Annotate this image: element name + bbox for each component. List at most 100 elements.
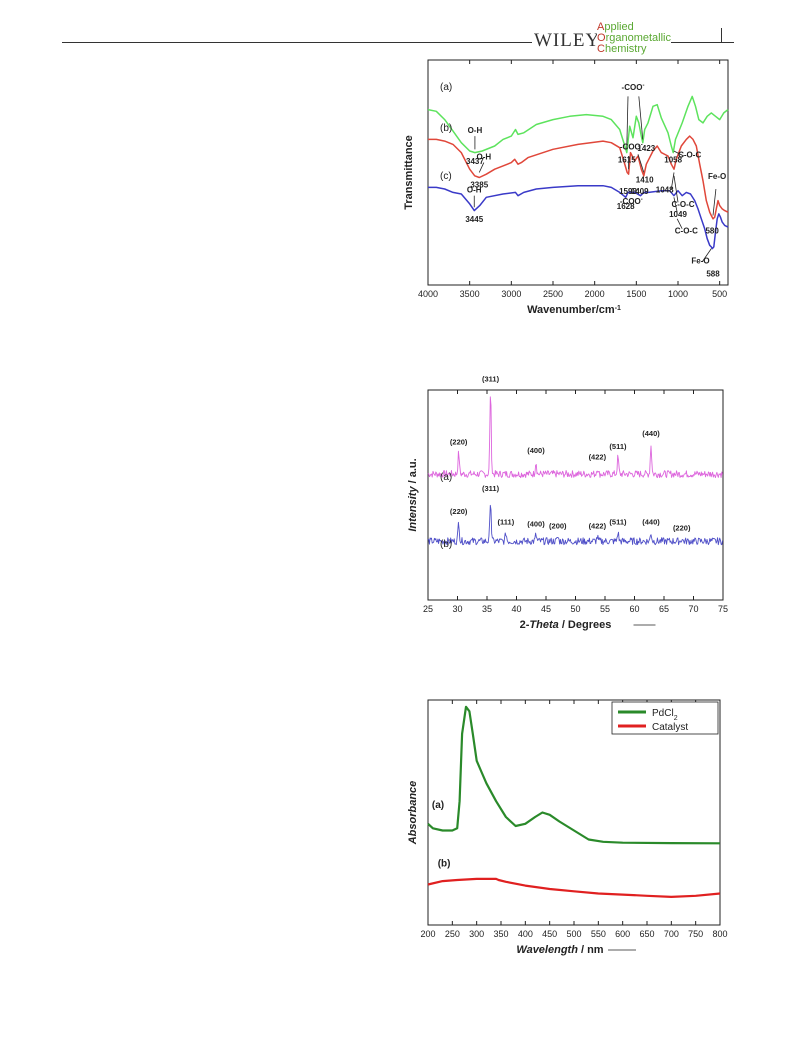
uvvis-xtick-label: 400 xyxy=(518,929,533,939)
xrd-peak-label: (511) xyxy=(609,517,627,526)
xrd-xtick-label: 70 xyxy=(688,604,698,614)
uvvis-xtick-label: 600 xyxy=(615,929,630,939)
header-tick xyxy=(721,28,722,42)
uvvis-series-0 xyxy=(427,705,721,845)
uvvis-legend xyxy=(611,701,719,735)
xrd-peak-label: (311) xyxy=(482,484,500,493)
xrd-peak-label: (111) xyxy=(498,517,515,526)
ftir-series-label: (a) xyxy=(440,82,452,93)
ftir-annotation: 1049 xyxy=(669,210,687,219)
ftir-arrow xyxy=(712,189,717,216)
journal-logo: Applied Organometallic Chemistry xyxy=(597,22,671,55)
ftir-series-2 xyxy=(428,184,729,250)
xrd-peak-label: (511) xyxy=(609,442,627,451)
ftir-annotation: 588 xyxy=(706,270,720,279)
ftir-annotation: -COO- xyxy=(620,142,643,151)
uvvis-curve-label: (a) xyxy=(432,800,444,811)
xrd-frame xyxy=(427,389,724,601)
ftir-xtick-label: 1500 xyxy=(626,289,646,299)
xrd-series-0 xyxy=(427,396,723,479)
ftir-arrow xyxy=(701,248,712,263)
ftir-annotation: O-H xyxy=(467,185,482,194)
xrd-peak-label: (220) xyxy=(673,524,691,533)
uvvis-xtick-label: 800 xyxy=(712,929,727,939)
xrd-xtick-label: 30 xyxy=(452,604,462,614)
xrd-peak-label: (422) xyxy=(589,522,607,531)
ftir-arrow xyxy=(626,96,629,150)
uvvis-xlabel-rest: / nm xyxy=(578,944,604,956)
ftir-annotation: C-O-C xyxy=(675,227,698,236)
xrd-peak-label: (220) xyxy=(450,507,468,516)
ftir-chart: 4000 3500 3000 2500 2000 1500 1000 500 Transmitt… xyxy=(403,59,729,316)
ftir-xtick-label: 2500 xyxy=(543,289,563,299)
uvvis-xlabel: Wavelength / nm xyxy=(516,944,603,956)
journal-initial: O xyxy=(597,32,606,44)
header-rule xyxy=(62,42,734,43)
ftir-arrow xyxy=(673,150,685,157)
xrd-ylabel-italic: Intensity xyxy=(407,486,419,532)
ftir-frame xyxy=(427,59,729,286)
uvvis-ylabel: Absorbance xyxy=(407,781,419,846)
xrd-peak-label: (400) xyxy=(527,520,545,529)
uvvis-xtick-label: 200 xyxy=(420,929,435,939)
uvvis-xtick-label: 700 xyxy=(664,929,679,939)
xrd-chart: 25 30 35 40 45 50 55 60 65 70 75 Intensity / a.u. 2-… xyxy=(407,375,728,631)
uvvis-xtick-label: 500 xyxy=(566,929,581,939)
uvvis-legend-sub: 2 xyxy=(674,715,678,722)
ftir-annotation: Fe-O xyxy=(708,172,726,181)
ftir-annotation: 1058 xyxy=(664,156,682,165)
uvvis-xtick-label: 250 xyxy=(445,929,460,939)
xrd-xtick-label: 60 xyxy=(629,604,639,614)
ftir-annotation: 3385 xyxy=(470,180,488,189)
ftir-annotation-sup: - xyxy=(641,197,643,203)
ftir-annotation: O-H xyxy=(468,126,483,135)
uvvis-xtick-label: 550 xyxy=(591,929,606,939)
journal-line-1: Applied xyxy=(597,22,671,33)
xrd-xlabel-italic: Theta xyxy=(529,619,558,631)
xrd-ylabel-rest: / a.u. xyxy=(407,458,419,486)
xrd-peak-label: (220) xyxy=(450,438,468,447)
ftir-xlabel-sup: -1 xyxy=(615,305,621,312)
journal-initial: A xyxy=(597,21,605,33)
xrd-peak-label: (440) xyxy=(642,429,660,438)
ftir-arrow xyxy=(676,218,683,229)
ftir-annotation: C-O-C xyxy=(678,151,701,160)
journal-word: pplied xyxy=(604,21,634,33)
xrd-ylabel: Intensity / a.u. xyxy=(407,458,419,531)
ftir-xtick-label: 500 xyxy=(712,289,727,299)
ftir-series-1 xyxy=(428,135,729,220)
ftir-arrow xyxy=(478,162,485,173)
ftir-xtick-label: 3000 xyxy=(501,289,521,299)
ftir-annotation: O-H xyxy=(476,152,491,161)
ftir-annotation: C-O-C xyxy=(671,200,694,209)
journal-word: hemistry xyxy=(604,43,647,55)
ftir-annotation: 1410 xyxy=(636,175,654,184)
uvvis-curve-label: (b) xyxy=(438,859,451,870)
uvvis-xtick-label: 650 xyxy=(639,929,654,939)
xrd-xtick-label: 25 xyxy=(423,604,433,614)
uvvis-xtick-label: 350 xyxy=(493,929,508,939)
ftir-arrow xyxy=(637,154,645,173)
ftir-arrow xyxy=(670,172,675,190)
ftir-annotation: -COO- xyxy=(622,83,645,92)
ftir-annotation: -COO- xyxy=(620,197,643,206)
ftir-series-label: (c) xyxy=(440,171,452,182)
journal-initial: C xyxy=(597,43,605,55)
xrd-peak-label: (422) xyxy=(589,452,607,461)
xrd-series-label: (a) xyxy=(440,472,452,483)
uvvis-xtick-label: 750 xyxy=(688,929,703,939)
ftir-annotation: 1615 xyxy=(618,156,636,165)
uvvis-legend-label: Catalyst xyxy=(652,722,688,733)
ftir-xtick-label: 2000 xyxy=(585,289,605,299)
ftir-annotation-sup: - xyxy=(641,142,643,148)
xrd-xtick-label: 35 xyxy=(482,604,492,614)
ftir-annotation: Fe-O xyxy=(691,256,709,265)
ftir-arrow xyxy=(673,175,679,203)
uvvis-xtick-label: 300 xyxy=(469,929,484,939)
xrd-xtick-label: 75 xyxy=(718,604,728,614)
xrd-peak-label: (200) xyxy=(549,522,567,531)
journal-line-3: Chemistry xyxy=(597,44,671,55)
uvvis-xlabel-italic: Wavelength xyxy=(516,944,578,956)
xrd-xlabel-rest: / Degrees xyxy=(559,619,612,631)
xrd-peak-label: (440) xyxy=(642,517,660,526)
